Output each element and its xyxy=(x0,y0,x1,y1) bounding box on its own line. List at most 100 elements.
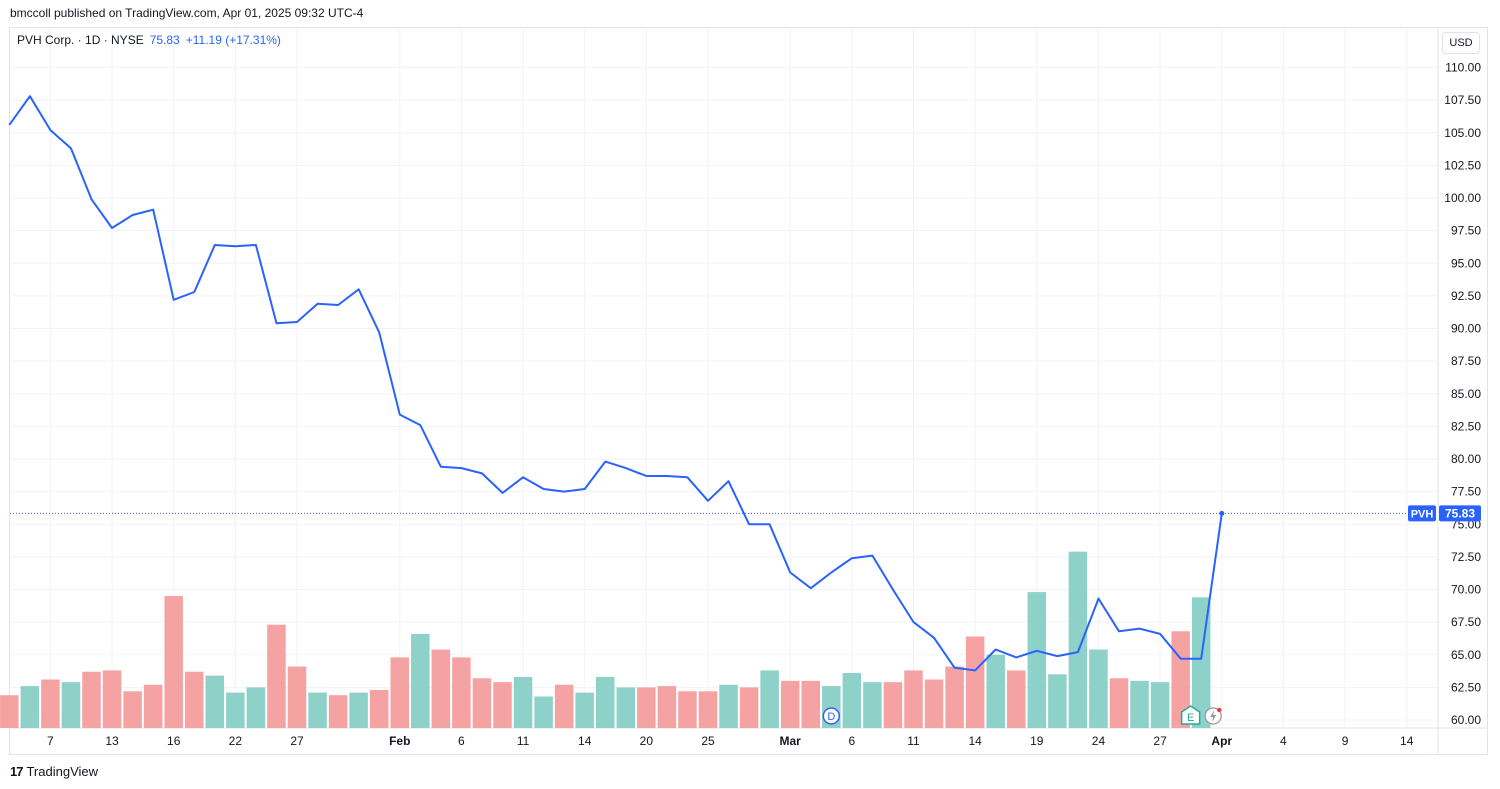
x-tick-label: 13 xyxy=(105,734,119,748)
volume-bar xyxy=(513,676,533,728)
x-tick-label: 7 xyxy=(47,734,54,748)
volume-bar xyxy=(246,687,266,728)
symbol-legend[interactable]: PVH Corp. · 1D · NYSE 75.83 +11.19 (+17.… xyxy=(17,33,281,47)
x-tick-label: Apr xyxy=(1211,734,1232,748)
alert-dot-icon xyxy=(1217,707,1222,713)
volume-bar xyxy=(904,670,923,728)
volume-bar xyxy=(308,692,327,728)
volume-bar xyxy=(678,691,697,728)
y-tick-label: 80.00 xyxy=(1451,452,1481,466)
volume-bar xyxy=(143,684,163,728)
y-tick-label: 60.00 xyxy=(1451,713,1481,727)
volume-bar xyxy=(801,680,820,728)
volume-bar xyxy=(1171,631,1190,728)
ticker-tag-label: PVH xyxy=(1411,508,1434,520)
volume-bar xyxy=(431,649,451,728)
x-tick-label: 14 xyxy=(1400,734,1414,748)
volume-bar xyxy=(945,666,964,728)
x-tick-label: Mar xyxy=(780,734,802,748)
volume-bar xyxy=(493,682,512,728)
volume-bar xyxy=(1109,678,1129,728)
y-tick-label: 65.00 xyxy=(1451,648,1481,662)
y-tick-label: 70.00 xyxy=(1451,583,1481,597)
x-tick-label: 22 xyxy=(229,734,243,748)
volume-bar xyxy=(123,691,142,728)
volume-bar xyxy=(965,636,985,728)
volume-bar xyxy=(82,671,101,728)
volume-bar xyxy=(883,682,903,728)
y-tick-label: 95.00 xyxy=(1451,256,1481,270)
x-tick-label: 14 xyxy=(968,734,982,748)
volume-bar xyxy=(596,676,615,728)
volume-bar xyxy=(226,692,245,728)
x-tick-label: 4 xyxy=(1280,734,1287,748)
dividend-marker-label: D xyxy=(827,711,835,723)
y-tick-label: 85.00 xyxy=(1451,387,1481,401)
volume-bar xyxy=(637,687,656,728)
y-tick-label: 87.50 xyxy=(1451,354,1481,368)
dividend-marker[interactable] xyxy=(822,707,841,725)
volume-bar xyxy=(0,695,19,728)
volume-bar xyxy=(616,687,636,728)
legend-price: 75.83 xyxy=(149,33,180,47)
volume-bar xyxy=(349,692,368,728)
tradingview-logo[interactable]: 17 TradingView xyxy=(10,764,98,779)
y-tick-label: 97.50 xyxy=(1451,224,1481,238)
volume-bar xyxy=(863,682,882,728)
volume-bar xyxy=(1048,674,1067,728)
x-tick-label: 27 xyxy=(1153,734,1167,748)
volume-bar xyxy=(1068,551,1088,728)
y-tick-label: 105.00 xyxy=(1444,126,1481,140)
volume-bar xyxy=(472,678,492,728)
y-tick-label: 107.50 xyxy=(1444,93,1481,107)
volume-bar xyxy=(1089,649,1108,728)
y-tick-label: 100.00 xyxy=(1444,191,1481,205)
y-tick-label: 92.50 xyxy=(1451,289,1481,303)
x-tick-label: 11 xyxy=(907,734,920,748)
price-tag-label: 75.83 xyxy=(1445,506,1475,520)
y-tick-label: 72.50 xyxy=(1451,550,1481,564)
volume-bar xyxy=(1027,592,1047,728)
y-tick-label: 102.50 xyxy=(1444,158,1481,172)
volume-bar xyxy=(657,686,677,728)
y-tick-label: 77.50 xyxy=(1451,485,1481,499)
volume-bar xyxy=(205,675,225,728)
legend-change: +11.19 (+17.31%) xyxy=(185,33,281,47)
last-price-point xyxy=(1219,510,1225,516)
volume-bar xyxy=(185,671,204,728)
volume-bar xyxy=(102,670,122,728)
volume-bar xyxy=(719,684,738,728)
earnings-marker-label: E xyxy=(1187,712,1194,724)
volume-bar xyxy=(780,680,800,728)
volume-bar xyxy=(739,687,759,728)
volume-bar xyxy=(287,666,307,728)
volume-bar xyxy=(61,682,81,728)
currency-button[interactable]: USD xyxy=(1442,32,1480,54)
x-tick-label: 6 xyxy=(458,734,465,748)
bolt-icon-glyph xyxy=(1210,710,1217,722)
y-tick-label: 110.00 xyxy=(1445,61,1481,75)
x-tick-label: 16 xyxy=(167,734,181,748)
volume-bar xyxy=(842,673,862,728)
volume-bar xyxy=(452,657,471,728)
y-tick-label: 67.50 xyxy=(1451,615,1481,629)
x-tick-label: Feb xyxy=(389,734,410,748)
volume-bar xyxy=(534,696,553,728)
volume-bar xyxy=(267,624,286,728)
price-tag xyxy=(1439,505,1481,522)
chart-frame xyxy=(9,27,1488,755)
y-tick-label: 82.50 xyxy=(1451,419,1481,433)
earnings-marker[interactable] xyxy=(1180,705,1201,725)
tradingview-logo-icon: 17 xyxy=(10,764,24,779)
volume-bar xyxy=(986,654,1005,728)
volume-bar xyxy=(1007,670,1026,728)
volume-bar xyxy=(924,679,944,728)
x-tick-label: 24 xyxy=(1092,734,1106,748)
ticker-tag xyxy=(1408,505,1436,522)
x-tick-label: 20 xyxy=(640,734,654,748)
x-tick-label: 25 xyxy=(701,734,715,748)
y-tick-label: 62.50 xyxy=(1451,680,1481,694)
price-line[interactable] xyxy=(8,95,1223,672)
volume-bar xyxy=(390,657,409,728)
